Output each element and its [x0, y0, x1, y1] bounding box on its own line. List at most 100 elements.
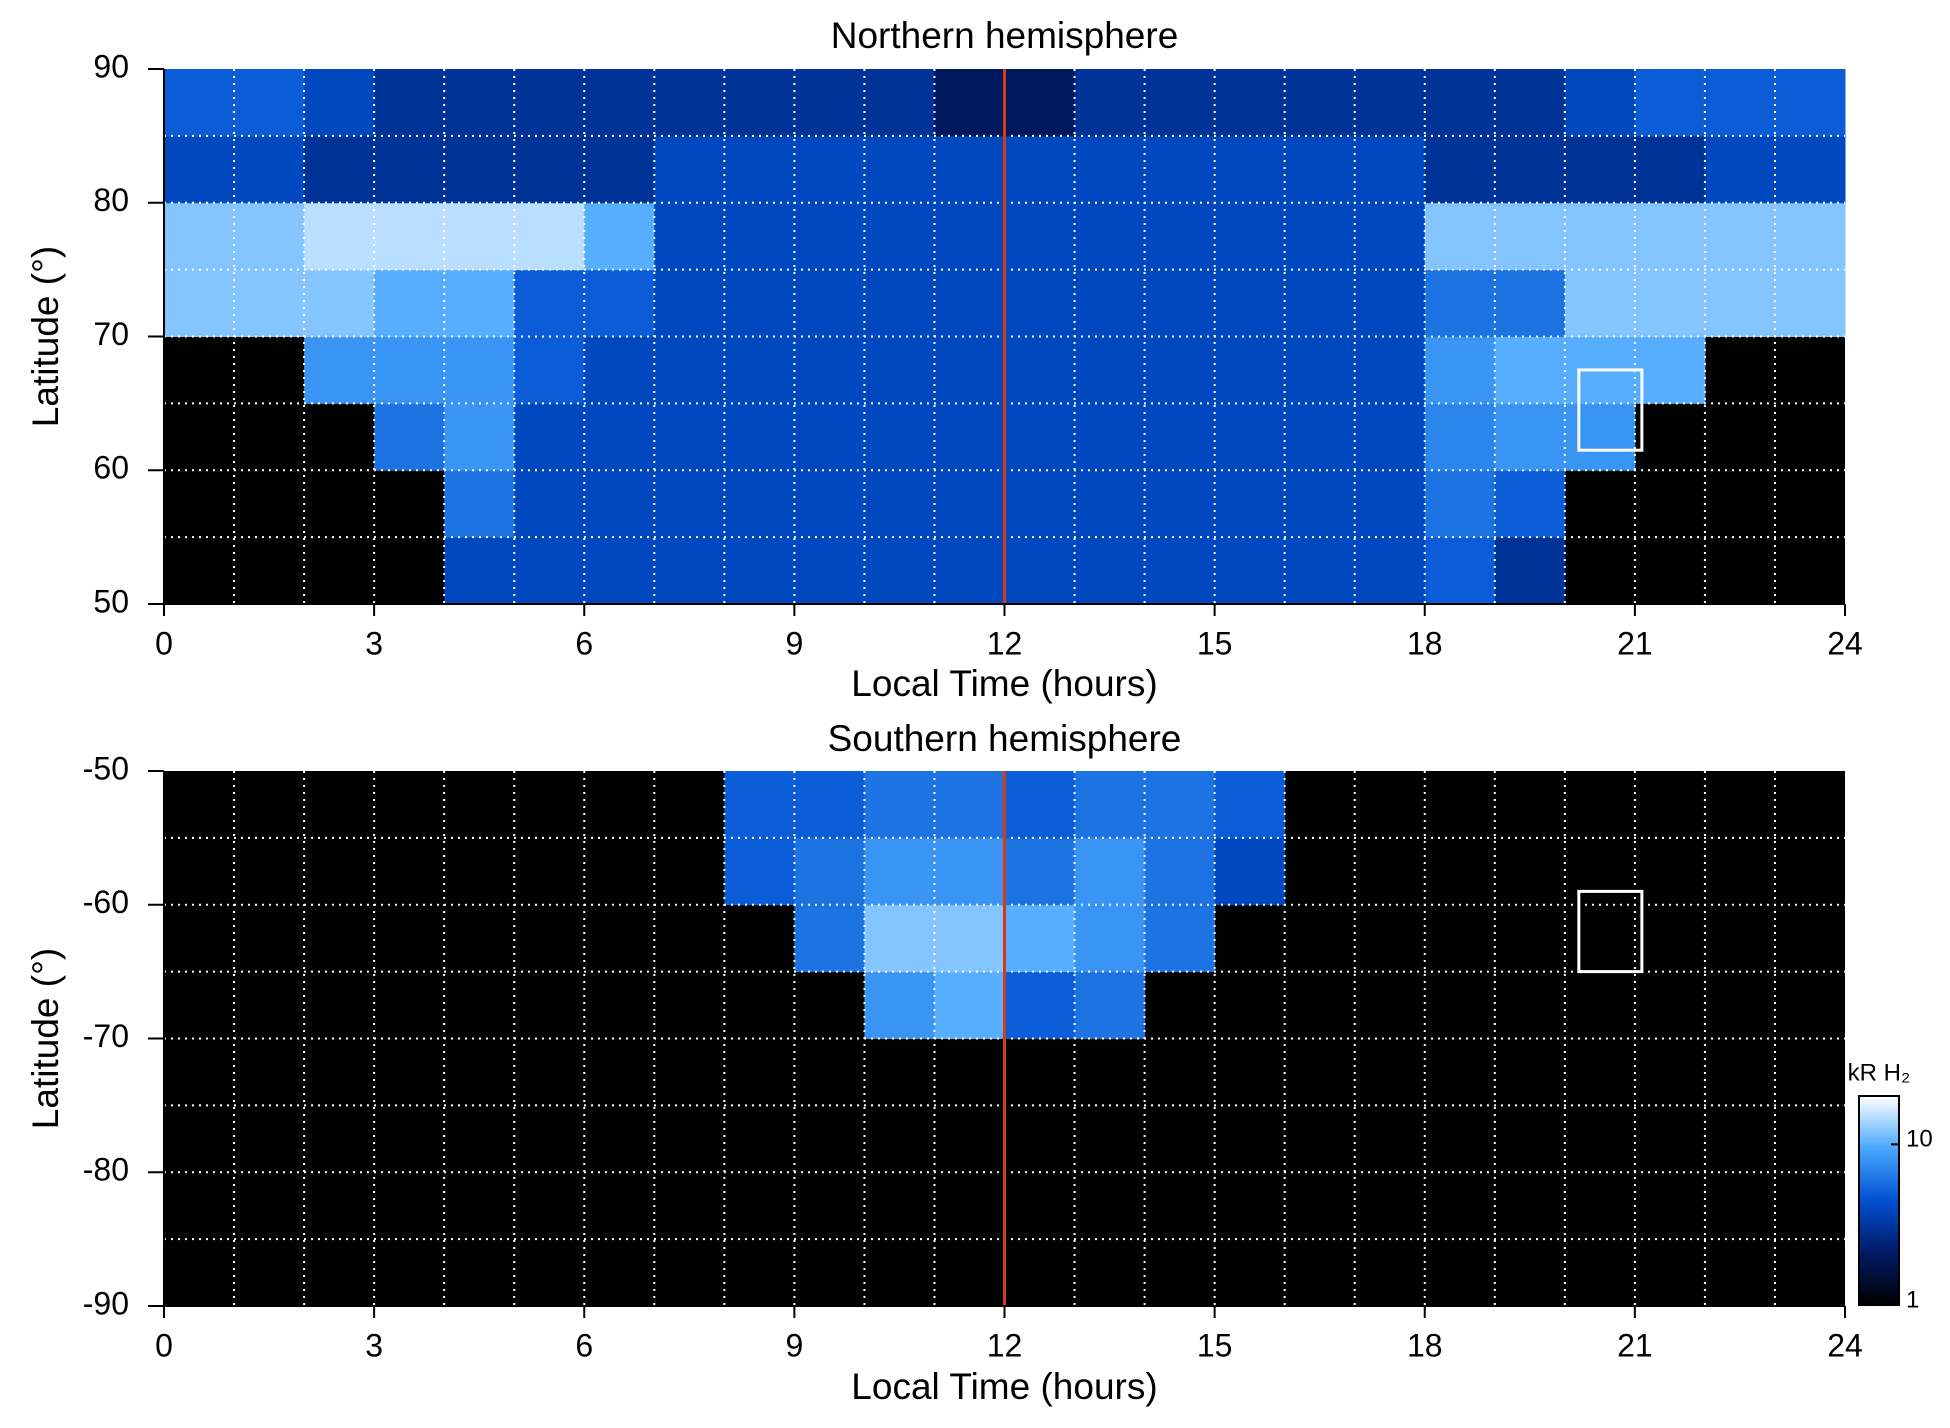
- heat-cell: [1074, 837, 1146, 906]
- heat-cell: [1634, 202, 1706, 271]
- heat-cell: [1074, 403, 1146, 471]
- heat-cell: [934, 904, 1005, 973]
- heat-cell: [1074, 269, 1146, 337]
- heat-cell: [1424, 269, 1496, 337]
- heat-cell: [1424, 135, 1496, 204]
- chart-title: Northern hemisphere: [831, 15, 1179, 56]
- heat-cell: [934, 470, 1005, 538]
- heat-cell: [794, 837, 865, 906]
- heat-cell: [654, 202, 725, 271]
- x-tick-label: 21: [1617, 625, 1653, 661]
- heat-cell: [1424, 470, 1496, 538]
- heat-cell: [654, 135, 725, 204]
- heat-cell: [934, 202, 1005, 271]
- x-tick-label: 12: [987, 625, 1023, 661]
- heat-cell: [1074, 336, 1146, 404]
- heat-cell: [1074, 771, 1146, 839]
- heat-cell: [1004, 336, 1076, 404]
- heat-cell: [234, 269, 305, 337]
- heat-cell: [164, 269, 235, 337]
- heat-cell: [934, 971, 1005, 1039]
- heat-cell: [1354, 269, 1426, 337]
- heat-cell: [1074, 904, 1146, 973]
- x-tick-label: 18: [1407, 625, 1443, 661]
- heat-cell: [1284, 269, 1356, 337]
- heat-cell: [1634, 336, 1706, 404]
- heat-cell: [1004, 470, 1076, 538]
- heat-cell: [1004, 202, 1076, 271]
- heat-cell: [444, 537, 515, 605]
- heat-cell: [794, 336, 865, 404]
- heat-cell: [304, 336, 375, 404]
- colorbar-label: kR H₂: [1848, 1059, 1911, 1086]
- heat-cell: [1004, 537, 1076, 605]
- y-tick-label: -50: [83, 750, 129, 786]
- heat-cell: [234, 202, 305, 271]
- heat-cell: [1074, 135, 1146, 204]
- heat-cell: [1774, 135, 1846, 204]
- heat-cell: [934, 837, 1005, 906]
- heat-cell: [1144, 470, 1216, 538]
- heat-cell: [584, 403, 655, 471]
- heat-cell: [1214, 537, 1286, 605]
- heat-cell: [1704, 69, 1776, 137]
- highlight-box: [1577, 368, 1644, 452]
- heat-cell: [1074, 202, 1146, 271]
- x-tick-label: 3: [365, 1327, 383, 1363]
- heat-cell: [1284, 470, 1356, 538]
- heat-cell: [794, 269, 865, 337]
- heat-cell: [1774, 269, 1846, 337]
- heat-cell: [1564, 135, 1636, 204]
- heat-cell: [654, 269, 725, 337]
- y-tick-label: 60: [93, 450, 129, 486]
- chart-title: Southern hemisphere: [828, 718, 1182, 759]
- heat-cell: [1634, 269, 1706, 337]
- heat-cell: [1004, 837, 1076, 906]
- heat-cell: [514, 269, 585, 337]
- heat-cell: [1704, 135, 1776, 204]
- heat-cell: [1424, 537, 1496, 605]
- heat-cell: [1214, 269, 1286, 337]
- heat-cell: [1004, 971, 1076, 1039]
- heat-cell: [584, 69, 655, 137]
- x-tick-label: 3: [365, 625, 383, 661]
- heat-cell: [864, 135, 935, 204]
- heat-cell: [1144, 336, 1216, 404]
- heat-cell: [514, 470, 585, 538]
- heat-cell: [234, 69, 305, 137]
- heat-cell: [1144, 904, 1216, 973]
- colorbar: [1858, 1095, 1900, 1306]
- x-tick-label: 21: [1617, 1327, 1653, 1363]
- heat-cell: [374, 135, 445, 204]
- heat-cell: [1214, 837, 1286, 906]
- heat-cell: [864, 202, 935, 271]
- heat-cell: [654, 403, 725, 471]
- heat-cell: [934, 537, 1005, 605]
- heat-cell: [794, 771, 865, 839]
- heat-cell: [444, 470, 515, 538]
- heat-cell: [1424, 336, 1496, 404]
- colorbar-tick-label: 10: [1906, 1126, 1933, 1153]
- heat-cell: [934, 269, 1005, 337]
- heat-cell: [724, 470, 795, 538]
- heat-cell: [864, 336, 935, 404]
- y-tick-label: -90: [83, 1285, 129, 1321]
- heat-cell: [1494, 470, 1566, 538]
- heat-cell: [1144, 69, 1216, 137]
- x-tick-label: 9: [785, 625, 803, 661]
- heat-cell: [1284, 69, 1356, 137]
- y-tick-label: 70: [93, 316, 129, 352]
- heat-cell: [1214, 202, 1286, 271]
- heat-cell: [864, 470, 935, 538]
- heat-cell: [1354, 470, 1426, 538]
- x-tick-label: 12: [987, 1327, 1023, 1363]
- heat-cell: [1354, 202, 1426, 271]
- heat-cell: [304, 69, 375, 137]
- heat-cell: [1144, 135, 1216, 204]
- heat-cell: [1634, 135, 1706, 204]
- heat-cell: [444, 69, 515, 137]
- heat-cell: [444, 336, 515, 404]
- heat-cell: [514, 69, 585, 137]
- heat-cell: [234, 135, 305, 204]
